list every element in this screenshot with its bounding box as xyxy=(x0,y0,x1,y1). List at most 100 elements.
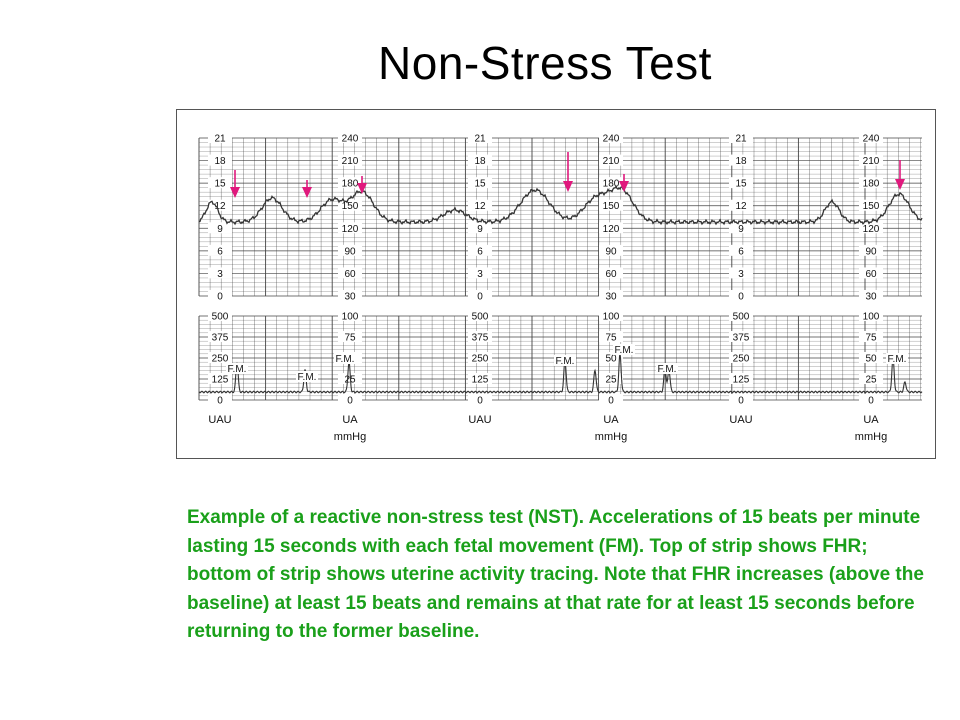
fhr-scale-right-label: 90 xyxy=(605,246,617,257)
ua-scale-right-label-bg xyxy=(599,373,623,384)
fhr-scale-left-label-bg xyxy=(208,132,232,143)
fhr-scale-right-label-bg xyxy=(599,290,623,301)
fhr-scale-right-label: 30 xyxy=(605,292,617,303)
ua-scale-right-label-bg xyxy=(859,394,883,405)
fhr-scale-left-label-bg xyxy=(468,199,492,211)
fhr-scale-left-label: 12 xyxy=(474,201,486,212)
fm-label: F.M. xyxy=(228,364,247,375)
acceleration-arrow-head xyxy=(230,187,240,198)
uau-label: UAU xyxy=(208,414,231,426)
fhr-scale-left-label: 9 xyxy=(477,224,483,235)
ua-scale-right-label: 50 xyxy=(865,354,877,365)
ua-scale-left-label: 250 xyxy=(733,354,750,365)
fhr-scale-right-label-bg xyxy=(859,177,883,189)
ua-scale-left-label: 250 xyxy=(472,354,489,365)
ua-label: UA xyxy=(863,414,879,426)
ua-scale-right-label: 25 xyxy=(865,375,877,386)
acceleration-arrow-head xyxy=(302,187,312,198)
ua-scale-right-label-bg xyxy=(338,394,362,405)
fhr-scale-left-label: 18 xyxy=(474,156,486,167)
fhr-scale-left-label-bg xyxy=(468,267,492,279)
fetal-monitor-strip: 2118151296305003752501250UAU211815129630… xyxy=(198,132,923,443)
fhr-scale-right-label: 150 xyxy=(603,201,620,212)
ua-scale-left-label: 0 xyxy=(217,396,223,407)
ua-scale-left-label: 375 xyxy=(733,333,750,344)
fhr-scale-left-label-bg xyxy=(729,132,753,143)
ua-scale-right-label-bg xyxy=(338,310,362,321)
fhr-scale-right-label: 60 xyxy=(865,269,877,280)
fhr-scale-right-label: 240 xyxy=(863,134,880,145)
ua-scale-right-label-bg xyxy=(599,310,623,321)
ua-scale-right-label-bg xyxy=(599,331,623,342)
ua-scale-right-label-bg xyxy=(859,331,883,342)
ua-scale-right-label: 0 xyxy=(608,396,614,407)
fhr-scale-right-label-bg xyxy=(599,244,623,256)
ua-scale-right-label: 50 xyxy=(605,354,617,365)
nst-strip-figure: 21 18 15 12 9 6 3 0 500 375 250 125 0 UAU 21 18 15 12 9 6 3 0… xyxy=(176,109,936,459)
ua-scale-right-label: 100 xyxy=(603,312,620,323)
acceleration-arrow-head xyxy=(563,181,573,192)
fhr-scale-right-label-bg xyxy=(599,154,623,166)
fhr-scale-right-label: 180 xyxy=(342,179,359,190)
fhr-scale-right-label-bg xyxy=(599,267,623,279)
slide-title: Non-Stress Test xyxy=(378,37,712,89)
ua-scale-left-label-bg xyxy=(208,373,232,384)
fhr-scale-right-label-bg xyxy=(338,132,362,143)
fm-label-bg xyxy=(554,355,576,366)
ua-scale-right-label: 75 xyxy=(344,333,356,344)
fhr-scale-left-label: 0 xyxy=(738,292,744,303)
fhr-scale-left-label: 18 xyxy=(735,156,747,167)
fhr-scale-right-label: 150 xyxy=(863,201,880,212)
mmhg-label: mmHg xyxy=(595,431,627,443)
ua-scale-left-label: 125 xyxy=(212,375,229,386)
fhr-scale-right-label: 210 xyxy=(342,156,359,167)
ua-scale-right-label: 75 xyxy=(865,333,877,344)
ua-scale-right-label: 0 xyxy=(868,396,874,407)
fhr-scale-left-label: 6 xyxy=(217,246,223,257)
ua-scale-left-label: 500 xyxy=(733,312,750,323)
fhr-scale-right-label-bg xyxy=(599,177,623,189)
fhr-scale-left-label-bg xyxy=(468,177,492,189)
mmhg-label: mmHg xyxy=(334,431,366,443)
ua-scale-left-label: 250 xyxy=(212,354,229,365)
acceleration-arrow-head xyxy=(895,179,905,190)
ua-scale-right-label: 100 xyxy=(342,312,359,323)
fhr-scale-right-label-bg xyxy=(338,199,362,211)
ua-scale-right-label-bg xyxy=(599,394,623,405)
fhr-scale-left-label-bg xyxy=(208,154,232,166)
uau-label: UAU xyxy=(729,414,752,426)
ua-scale-left-label-bg xyxy=(729,394,753,405)
fhr-scale-right-label-bg xyxy=(338,154,362,166)
fhr-scale-left-label: 0 xyxy=(477,292,483,303)
fhr-scale-left-label: 12 xyxy=(214,201,226,212)
ua-scale-right-label: 0 xyxy=(347,396,353,407)
fhr-scale-right-label-bg xyxy=(338,290,362,301)
ua-scale-left-label-bg xyxy=(208,352,232,363)
fhr-scale-left-label: 15 xyxy=(474,179,486,190)
ua-label: UA xyxy=(603,414,619,426)
fhr-scale-right-label-bg xyxy=(338,222,362,234)
fhr-scale-right-label: 180 xyxy=(863,179,880,190)
fhr-scale-right-label: 180 xyxy=(603,179,620,190)
fhr-scale-left-label-bg xyxy=(208,267,232,279)
ua-scale-left-label: 500 xyxy=(212,312,229,323)
ua-scale-left-label-bg xyxy=(468,394,492,405)
ua-label: UA xyxy=(342,414,358,426)
ua-scale-left-label-bg xyxy=(729,352,753,363)
fhr-scale-right-label-bg xyxy=(859,267,883,279)
fhr-scale-left-label-bg xyxy=(729,199,753,211)
fhr-scale-left-label-bg xyxy=(208,244,232,256)
fhr-scale-left-label: 15 xyxy=(214,179,226,190)
fhr-scale-right-label: 120 xyxy=(342,224,359,235)
fhr-scale-right-label: 210 xyxy=(863,156,880,167)
fhr-scale-right-label: 150 xyxy=(342,201,359,212)
fhr-scale-left-label-bg xyxy=(208,290,232,301)
fhr-trace xyxy=(198,185,923,226)
ua-scale-right-label-bg xyxy=(599,352,623,363)
fhr-scale-right-label: 30 xyxy=(865,292,877,303)
ua-scale-left-label-bg xyxy=(468,373,492,384)
fhr-scale-right-label-bg xyxy=(859,222,883,234)
fhr-scale-left-label: 12 xyxy=(735,201,747,212)
ua-scale-right-label-bg xyxy=(859,373,883,384)
ua-scale-right-label: 75 xyxy=(605,333,617,344)
